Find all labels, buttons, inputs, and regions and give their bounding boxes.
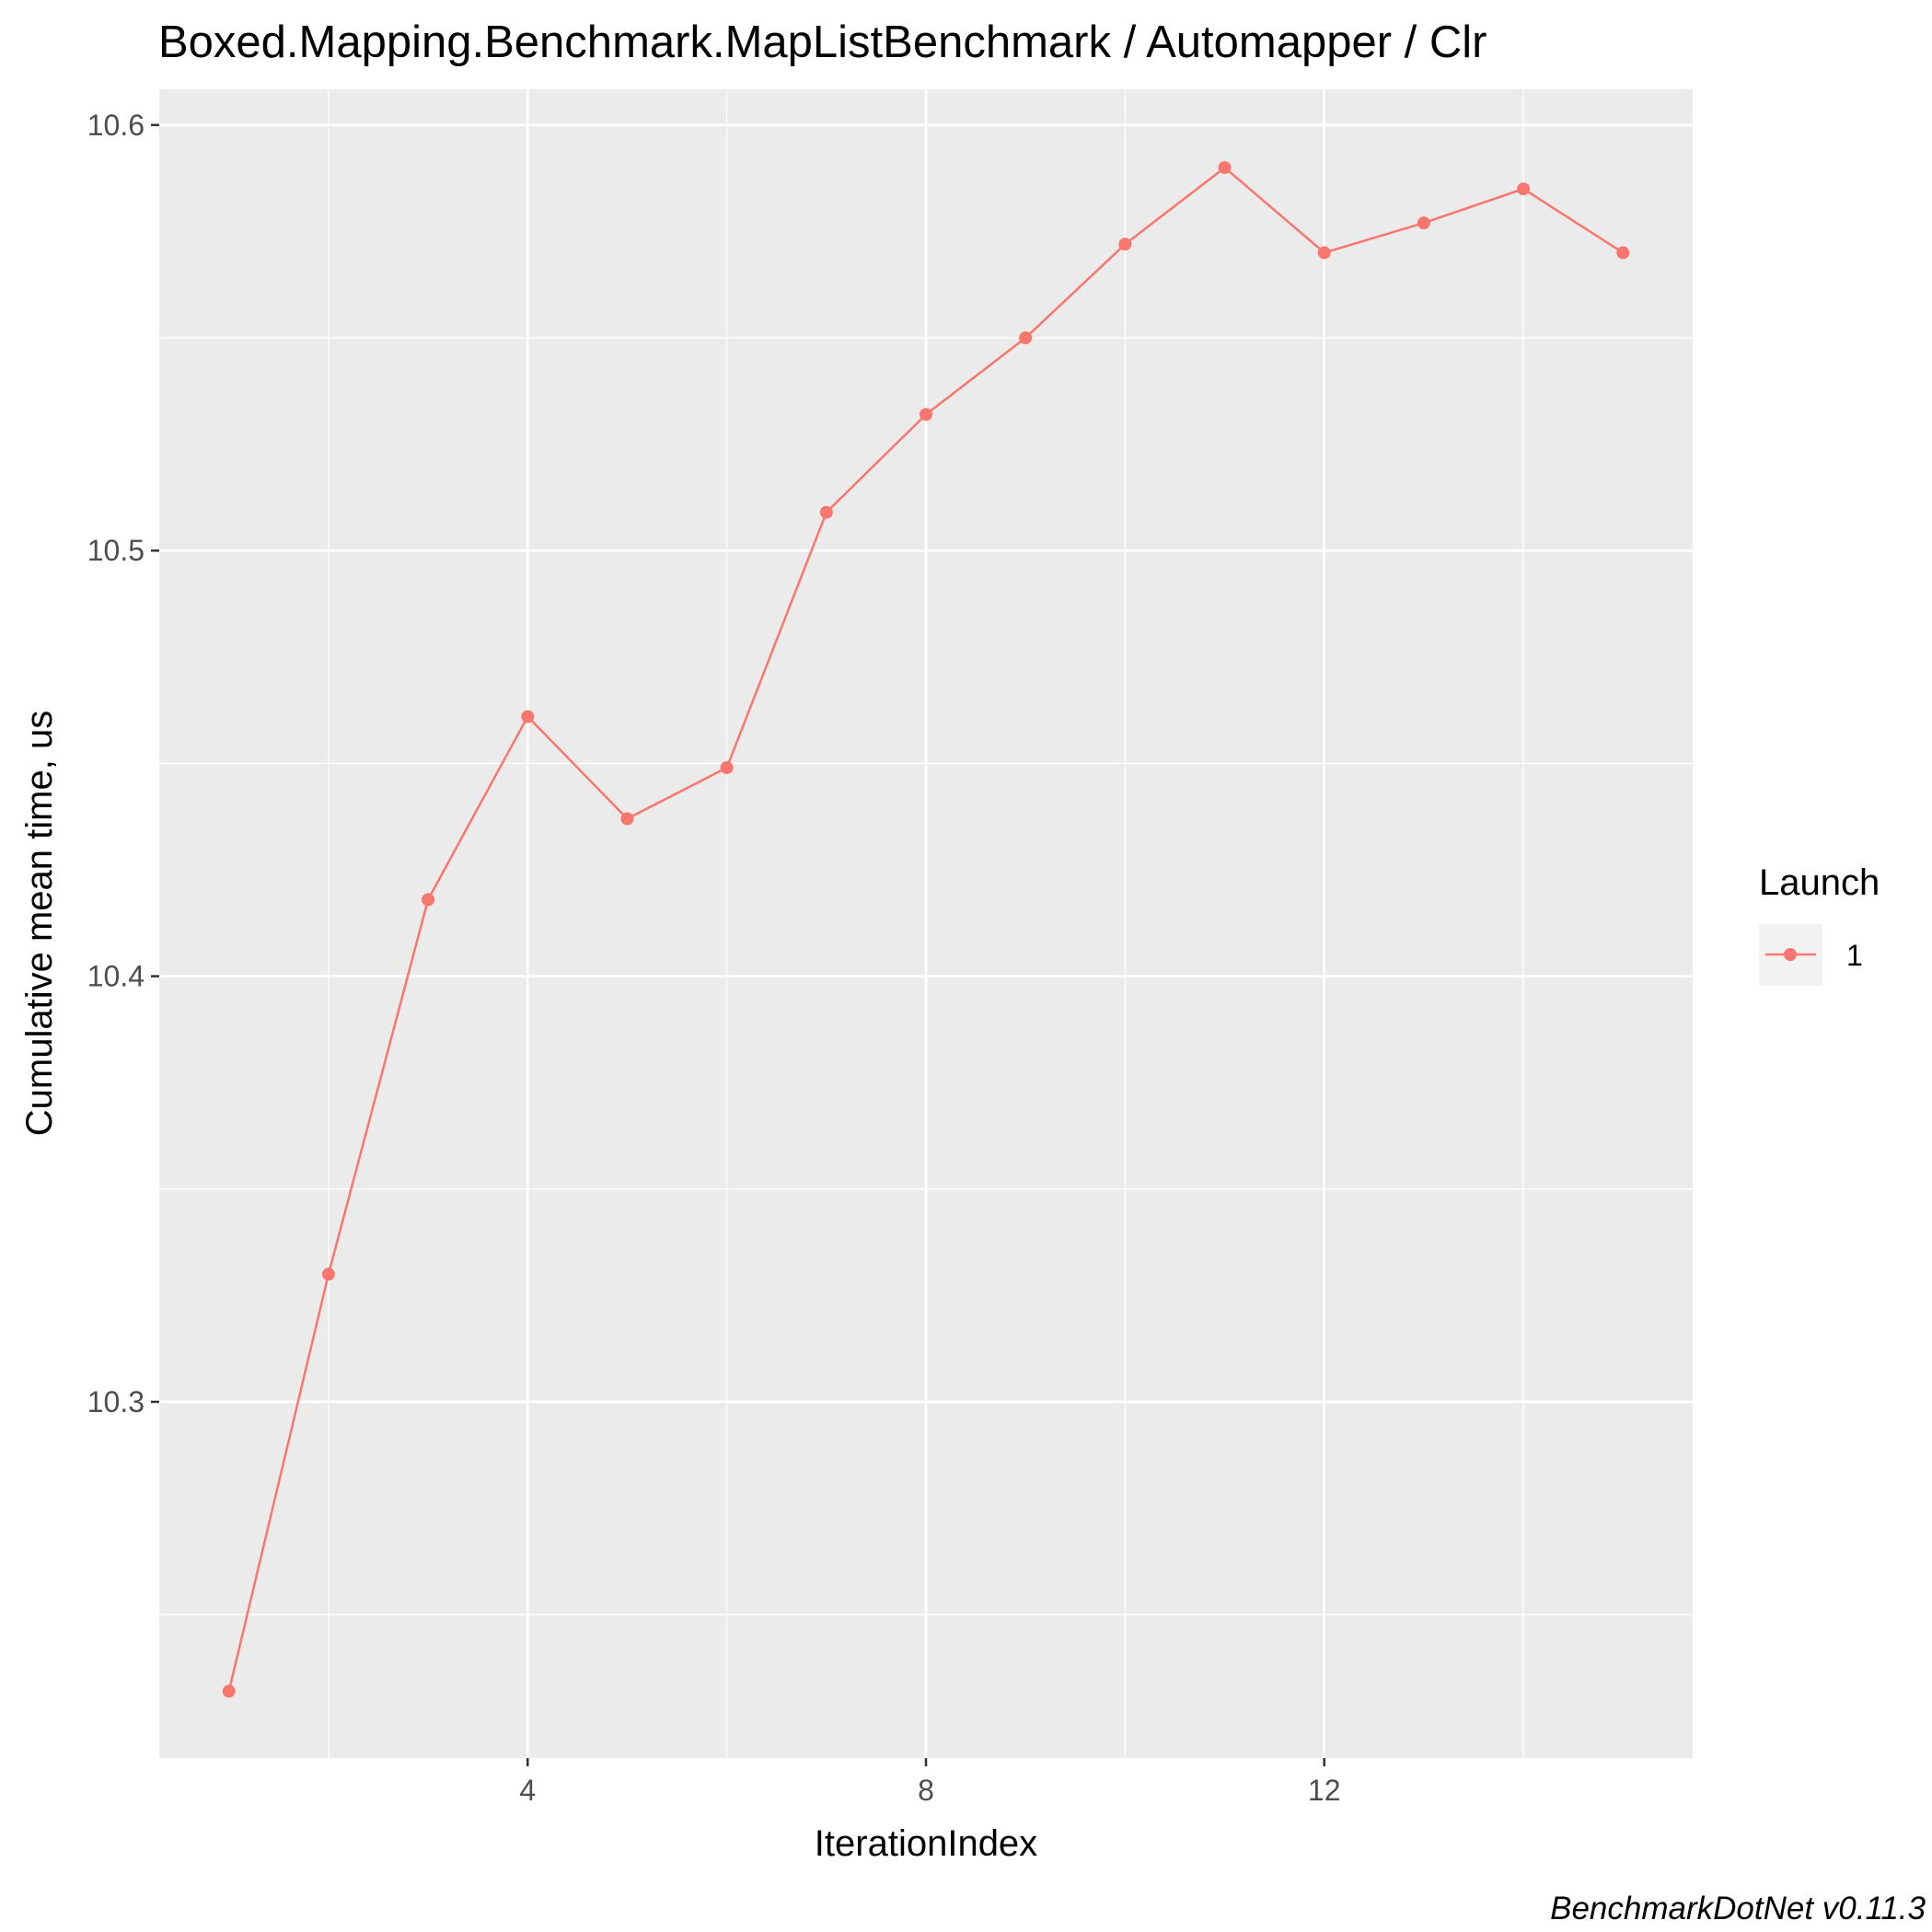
data-point [620, 812, 634, 826]
x-tick-label: 12 [1308, 1774, 1341, 1807]
x-axis-title: IterationIndex [815, 1823, 1037, 1864]
data-point [1019, 331, 1033, 345]
y-tick-label: 10.5 [87, 534, 145, 567]
legend-key-point [1784, 948, 1797, 961]
y-axis-ticks: 10.3 10.4 10.5 10.6 [87, 109, 159, 1418]
y-tick-label: 10.4 [87, 960, 145, 993]
major-gridlines [159, 89, 1693, 1758]
data-point [1218, 161, 1232, 175]
data-point [521, 710, 535, 723]
legend: Launch 1 [1759, 862, 1880, 986]
series-layer [222, 161, 1630, 1698]
x-tick-label: 8 [918, 1774, 934, 1807]
y-axis-title: Cumulative mean time, us [19, 711, 60, 1136]
data-point [1417, 216, 1430, 230]
data-point [819, 505, 833, 519]
data-point [1517, 182, 1531, 196]
caption: BenchmarkDotNet v0.11.3 [1550, 1891, 1926, 1926]
data-point [1317, 246, 1331, 260]
y-tick-label: 10.3 [87, 1385, 145, 1418]
data-point [321, 1267, 335, 1281]
data-point [422, 893, 435, 907]
data-point [720, 761, 734, 775]
x-axis-ticks: 4 8 12 [519, 1758, 1341, 1807]
legend-title: Launch [1759, 862, 1880, 903]
legend-label: 1 [1846, 939, 1863, 972]
data-point [920, 408, 932, 422]
x-tick-label: 4 [519, 1774, 536, 1807]
data-point [1118, 237, 1132, 251]
data-point [222, 1684, 236, 1698]
y-tick-label: 10.6 [87, 109, 145, 142]
data-point [1616, 246, 1630, 260]
chart-title: Boxed.Mapping.Benchmark.MapListBenchmark… [158, 17, 1487, 67]
